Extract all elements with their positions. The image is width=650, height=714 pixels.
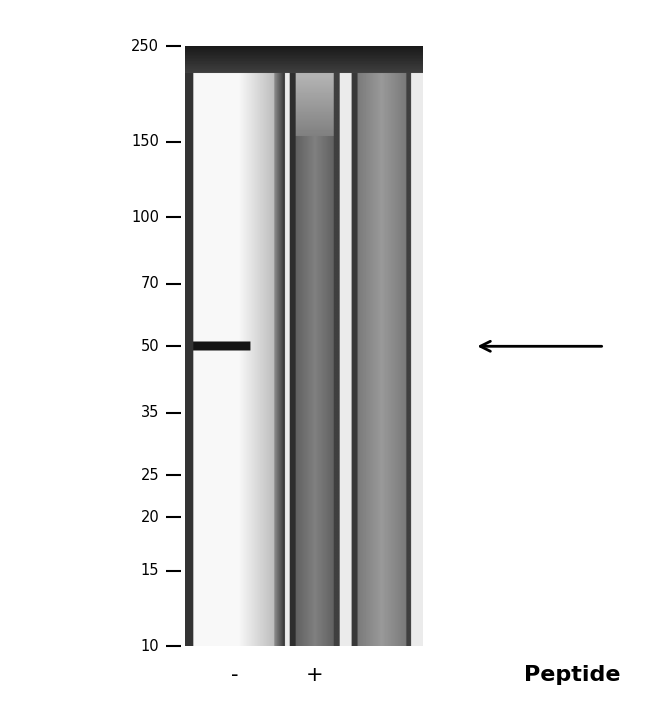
Text: -: - — [231, 665, 239, 685]
Text: 70: 70 — [140, 276, 159, 291]
Text: Peptide: Peptide — [524, 665, 620, 685]
Text: 20: 20 — [140, 510, 159, 525]
Text: 150: 150 — [131, 134, 159, 149]
Text: +: + — [306, 665, 323, 685]
Text: 35: 35 — [141, 406, 159, 421]
Text: 250: 250 — [131, 39, 159, 54]
Text: 100: 100 — [131, 210, 159, 225]
Text: 10: 10 — [140, 638, 159, 654]
Text: 25: 25 — [140, 468, 159, 483]
Text: 50: 50 — [140, 338, 159, 354]
Text: 15: 15 — [141, 563, 159, 578]
